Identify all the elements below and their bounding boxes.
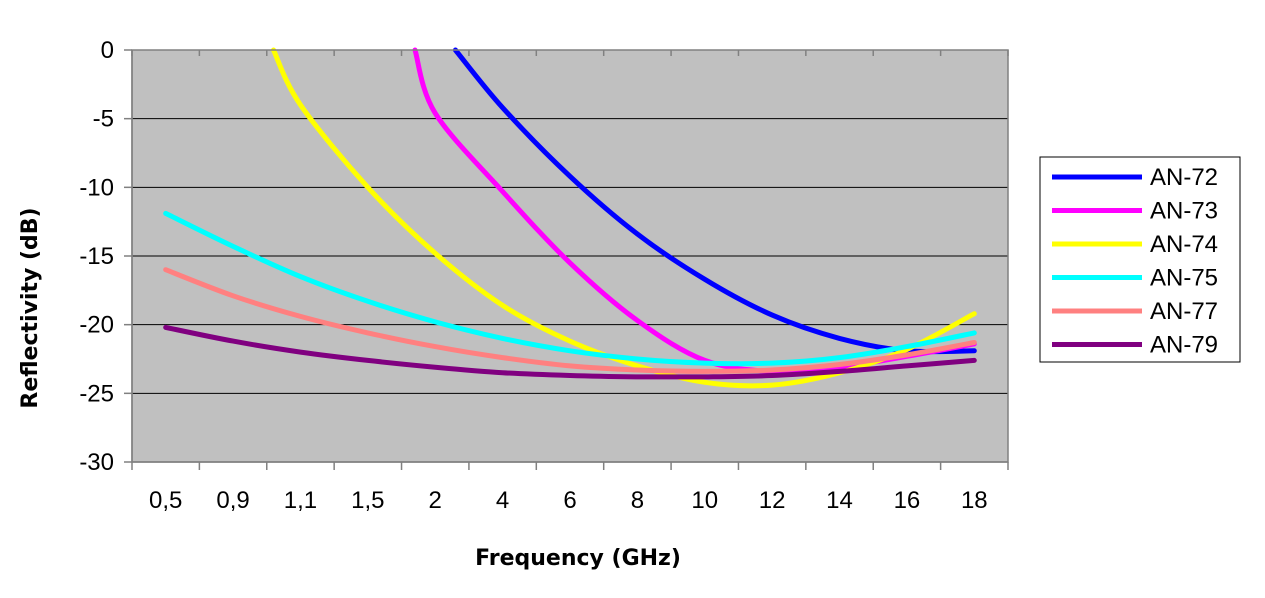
legend-items: AN-72 AN-73 AN-74 AN-75 AN-77 AN-79 <box>1052 164 1218 359</box>
x-tick-label: 1,5 <box>351 487 384 514</box>
y-tick-labels: 0 -5 -10 -15 -20 -25 -30 <box>79 37 114 476</box>
x-tick-label: 14 <box>826 487 853 514</box>
x-tick-label: 10 <box>691 487 718 514</box>
y-tick-label: -10 <box>79 174 114 201</box>
x-tick-label: 16 <box>894 487 921 514</box>
legend-label-an-72: AN-72 <box>1150 164 1218 191</box>
series-line-an-72 <box>452 47 977 355</box>
legend-box <box>1039 156 1241 363</box>
series-lines <box>163 47 977 389</box>
y-tick-label: 0 <box>101 37 114 64</box>
legend-label-an-74: AN-74 <box>1150 231 1218 258</box>
axes <box>124 49 1009 470</box>
y-axis-title: Reflectivity (dB) <box>18 207 43 408</box>
x-tick-label: 2 <box>429 487 442 514</box>
x-tick-labels: 0,5 0,9 1,1 1,5 2 4 6 8 10 12 14 16 18 <box>149 487 988 514</box>
legend-label-an-73: AN-73 <box>1150 198 1218 225</box>
y-tick-label: -5 <box>93 106 114 133</box>
x-axis-title: Frequency (GHz) <box>475 546 681 571</box>
y-tick-label: -25 <box>79 380 114 407</box>
legend: AN-72 AN-73 AN-74 AN-75 AN-77 AN-79 <box>1039 156 1241 363</box>
y-tick-label: -30 <box>79 449 114 476</box>
x-tick-label: 8 <box>631 487 644 514</box>
x-tick-label: 0,5 <box>149 487 182 514</box>
series-line-an-79 <box>163 324 977 380</box>
x-tick-label: 6 <box>563 487 576 514</box>
series-line-an-77 <box>163 267 977 374</box>
y-tick-label: -15 <box>79 243 114 270</box>
series-line-an-75 <box>163 210 977 367</box>
x-tick-label: 18 <box>961 487 988 514</box>
x-tick-label: 12 <box>759 487 786 514</box>
x-tick-label: 0,9 <box>216 487 249 514</box>
legend-label-an-77: AN-77 <box>1150 298 1218 325</box>
x-tick-label: 4 <box>496 487 509 514</box>
x-tick-label: 1,1 <box>284 487 317 514</box>
legend-label-an-75: AN-75 <box>1150 265 1218 292</box>
y-tick-label: -20 <box>79 312 114 339</box>
legend-label-an-79: AN-79 <box>1150 332 1218 359</box>
